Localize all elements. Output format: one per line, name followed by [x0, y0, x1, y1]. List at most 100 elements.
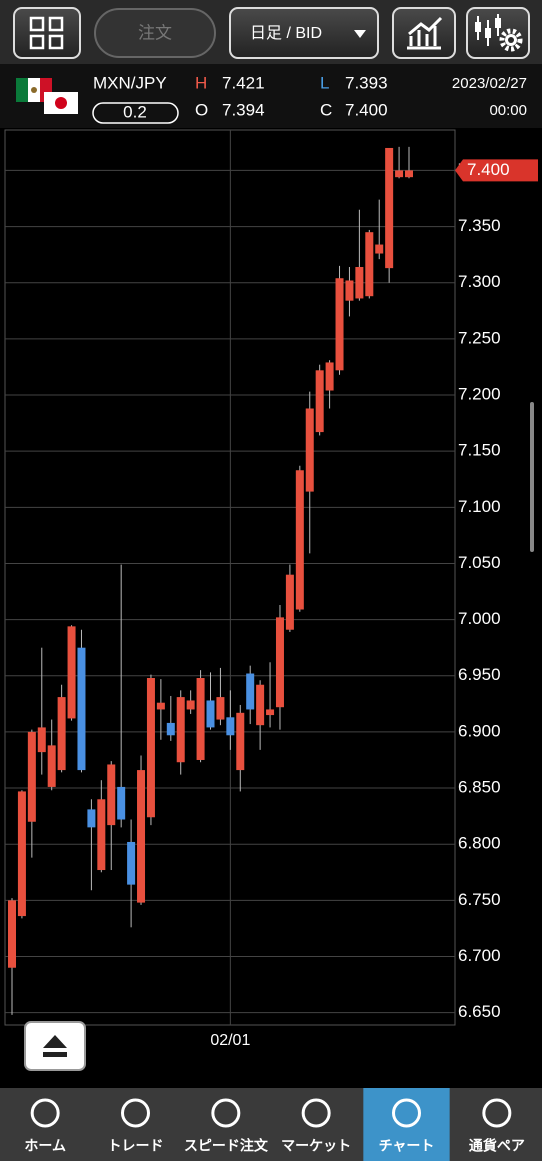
scrollbar — [530, 402, 534, 552]
y-tick-label: 7.050 — [458, 553, 501, 572]
candle-body — [315, 370, 324, 433]
candle-body — [17, 791, 26, 917]
currency-flags — [16, 78, 78, 114]
spread: 0.2 — [123, 102, 147, 121]
tab-icon — [392, 1098, 421, 1128]
candle-body — [345, 280, 354, 301]
spread-badge — [92, 102, 179, 124]
y-tick-label: 6.850 — [458, 778, 501, 797]
y-tick-label: 7.300 — [458, 272, 501, 291]
candle-body — [355, 267, 364, 299]
info-bar — [0, 64, 542, 128]
candle-body — [275, 617, 284, 708]
close-value: 7.400 — [345, 100, 388, 119]
candle-body — [385, 147, 394, 269]
price-tag-label: 7.400 — [467, 160, 510, 179]
nav-tab[interactable]: マーケット — [281, 1098, 351, 1154]
y-tick-label: 7.250 — [458, 328, 501, 347]
candle-body — [146, 678, 155, 818]
collapse-button[interactable] — [24, 1021, 86, 1071]
nav-tab[interactable]: チャート — [363, 1088, 450, 1161]
tab-label: 通貨ペア — [469, 1138, 525, 1154]
candle-body — [37, 727, 46, 753]
y-tick-label: 7.000 — [458, 609, 501, 628]
candle-body — [375, 244, 384, 254]
candle-body — [266, 709, 275, 716]
candle-body — [285, 574, 294, 630]
candle-body — [27, 731, 36, 822]
candle-body — [77, 647, 86, 771]
low-label: L — [320, 73, 329, 92]
candle-body — [87, 809, 96, 828]
candle-body — [395, 170, 404, 178]
tab-icon — [121, 1098, 150, 1128]
open-label: O — [195, 100, 208, 119]
y-tick-label: 6.950 — [458, 665, 501, 684]
bottom-nav — [0, 1088, 542, 1161]
menu-button[interactable] — [13, 7, 81, 59]
candle-body — [156, 702, 165, 710]
open-value: 7.394 — [222, 100, 265, 119]
candle-body — [236, 712, 245, 771]
tab-icon — [482, 1098, 512, 1128]
y-tick-label: 7.100 — [458, 497, 501, 516]
candle-body — [57, 697, 66, 771]
candle-body — [47, 745, 56, 787]
y-tick-label: 6.700 — [458, 946, 501, 965]
candle-body — [216, 697, 225, 720]
low-value: 7.393 — [345, 73, 388, 92]
nav-tab[interactable]: スピード注文 — [184, 1098, 269, 1154]
price-tag — [455, 159, 538, 182]
order-label: 注文 — [138, 23, 172, 42]
timeframe-dropdown[interactable]: 日足 / BID — [229, 7, 379, 59]
candle-body — [176, 697, 185, 763]
pair-label: MXN/JPY — [93, 73, 167, 92]
y-tick-label: 7.350 — [458, 216, 501, 235]
candle-body — [335, 278, 344, 371]
y-tick-label: 6.800 — [458, 834, 501, 853]
tab-icon — [211, 1098, 241, 1128]
order-button[interactable]: 注文 — [94, 8, 216, 58]
candle-body — [127, 841, 136, 885]
candle-body — [107, 764, 116, 826]
nav-tab[interactable]: トレード — [108, 1098, 164, 1154]
tab-label: マーケット — [281, 1138, 351, 1154]
y-tick-label: 6.650 — [458, 1002, 501, 1021]
candle-body — [67, 626, 76, 719]
nav-tab[interactable]: ホーム — [24, 1098, 66, 1154]
tab-label: トレード — [108, 1138, 164, 1154]
candle-body — [8, 900, 16, 968]
candle-body — [256, 684, 265, 726]
y-tick-label: 7.150 — [458, 441, 501, 460]
high-value: 7.421 — [222, 73, 265, 92]
high-label: H — [195, 73, 207, 92]
nav-tab[interactable]: 通貨ペア — [469, 1098, 525, 1154]
y-tick-label: 6.750 — [458, 890, 501, 909]
tab-label: スピード注文 — [184, 1138, 269, 1154]
candle-body — [137, 770, 146, 903]
candle-body — [117, 786, 126, 820]
candle-body — [196, 678, 205, 760]
close-label: C — [320, 100, 332, 119]
candle-body — [97, 799, 106, 871]
chart-type-button[interactable] — [392, 7, 456, 59]
candle-body — [305, 408, 314, 492]
x-tick-label: 02/01 — [210, 1032, 250, 1049]
tab-icon — [30, 1098, 60, 1128]
candle-body — [295, 470, 304, 610]
date: 2023/02/27 — [452, 75, 527, 92]
chart: 6.650 6.700 6.750 6.800 6.850 6.900 6.950 7.000… — [5, 130, 538, 1049]
candle-body — [365, 232, 374, 297]
settings-button[interactable] — [466, 7, 530, 59]
candle-body — [206, 700, 215, 728]
candle-body — [325, 362, 334, 391]
candle-body — [246, 673, 255, 710]
tab-icon — [301, 1098, 331, 1128]
y-tick-label: 6.900 — [458, 721, 501, 740]
nav-tabs: ホーム トレード スピード注文 マーケット チャート 通貨ペア — [24, 1088, 525, 1161]
candle-body — [405, 170, 413, 178]
candle-body — [226, 717, 235, 736]
tab-label: ホーム — [24, 1138, 66, 1154]
y-tick-label: 7.200 — [458, 385, 501, 404]
